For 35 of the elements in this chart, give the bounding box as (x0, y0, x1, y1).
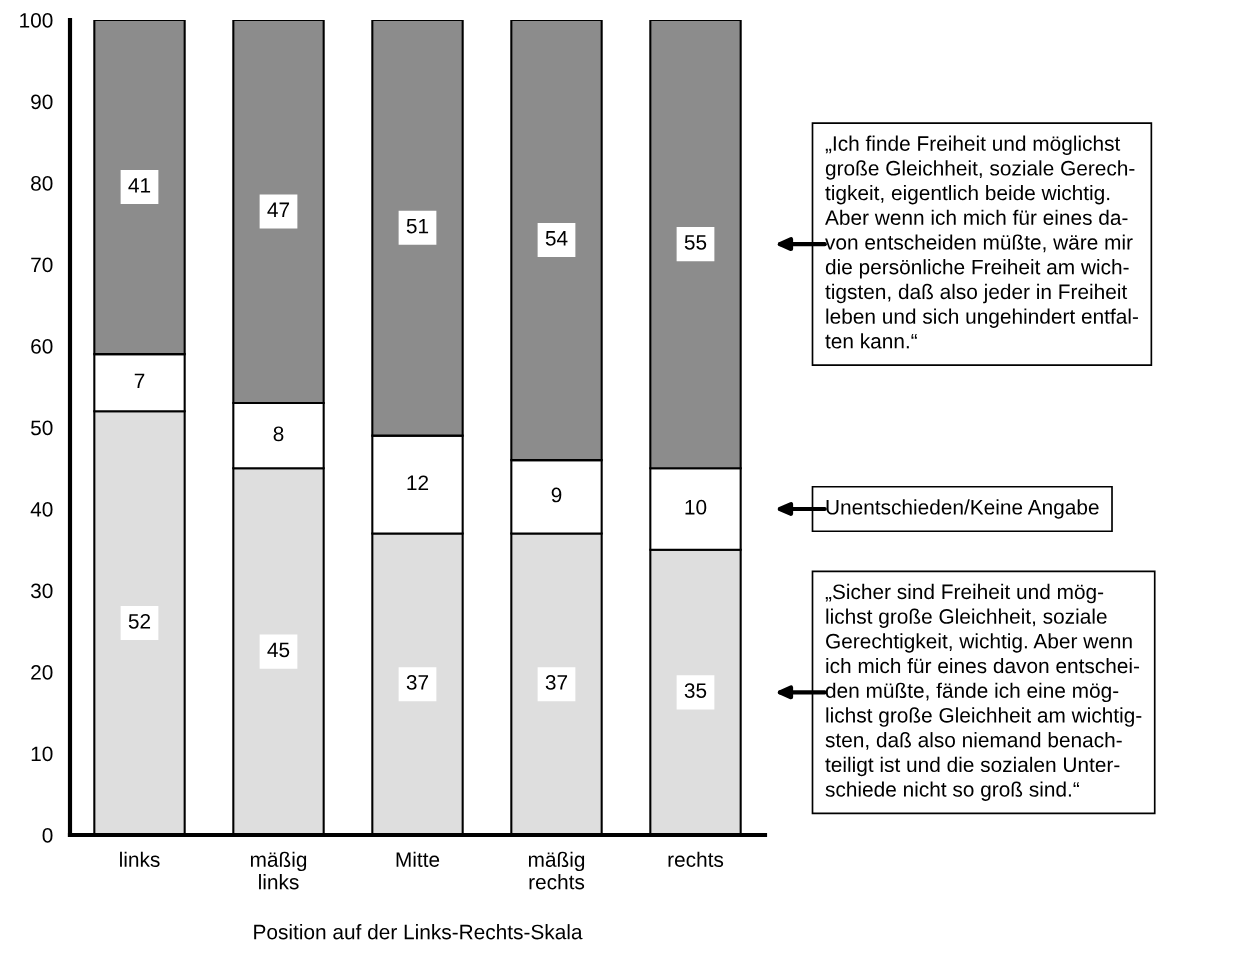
data-label: 35 (684, 683, 707, 698)
x-tick-label: Mitte (396, 851, 440, 867)
data-label: 7 (134, 373, 145, 389)
x-tick-label: links (120, 851, 160, 867)
data-label: 51 (406, 218, 429, 234)
y-tick-label: 40 (30, 502, 53, 517)
y-tick-label: 90 (31, 94, 53, 110)
data-label: 54 (545, 231, 568, 246)
y-tick-label: 20 (31, 665, 53, 680)
data-label: 55 (684, 235, 707, 250)
data-label: 37 (545, 675, 568, 690)
data-label: 52 (128, 613, 151, 629)
text: „Sicher sind Freiheit und mög- lichst große Gleichheit, soziale Gerechtigkeit, wichtig. Aber wenn ich mich für eines davon entschei- den müßte, fände ich eine mög- lichst große Gleichheit am wichtig- sten, daß also niemand benach- teiligt ist und die sozialen Unter- schiede nicht so groß sind.“ (825, 583, 1142, 801)
data-label: 45 (267, 642, 290, 658)
y-tick-label: 70 (31, 257, 53, 273)
y-tick-label: 30 (30, 583, 53, 599)
x-tick-label: rechts (668, 851, 724, 867)
data-label: 37 (406, 675, 429, 690)
x-axis-title: Position auf der Links-Rechts-Skala (254, 924, 583, 940)
x-tick-label: mäßig rechts (528, 851, 585, 890)
x-tick-label: mäßig links (250, 851, 307, 890)
y-tick-label: 60 (31, 339, 53, 354)
y-tick-label: 10 (31, 746, 53, 762)
data-label: 8 (273, 426, 284, 442)
data-label: 12 (407, 475, 429, 490)
data-label: 41 (128, 178, 151, 193)
y-tick-label: 80 (31, 176, 53, 191)
text: „Ich finde Freiheit und möglichst große Gleichheit, soziale Gerech- tigkeit, eigentlich beide wichtig. Aber wenn ich mich für eines da- von entscheiden müßte, wäre mir die persönliche Freiheit am wich- tigsten, daß also jeder in Freiheit leben und sich ungehindert entfal- ten kann.“ (825, 135, 1138, 349)
data-label: 47 (267, 202, 290, 217)
legend-label: Unentschieden/Keine Angabe (826, 499, 1099, 519)
y-tick-label: 100 (20, 13, 53, 28)
data-label: 9 (551, 487, 562, 503)
data-label: 10 (685, 499, 707, 515)
y-tick-label: 50 (31, 420, 53, 436)
y-tick-label: 0 (42, 828, 53, 843)
